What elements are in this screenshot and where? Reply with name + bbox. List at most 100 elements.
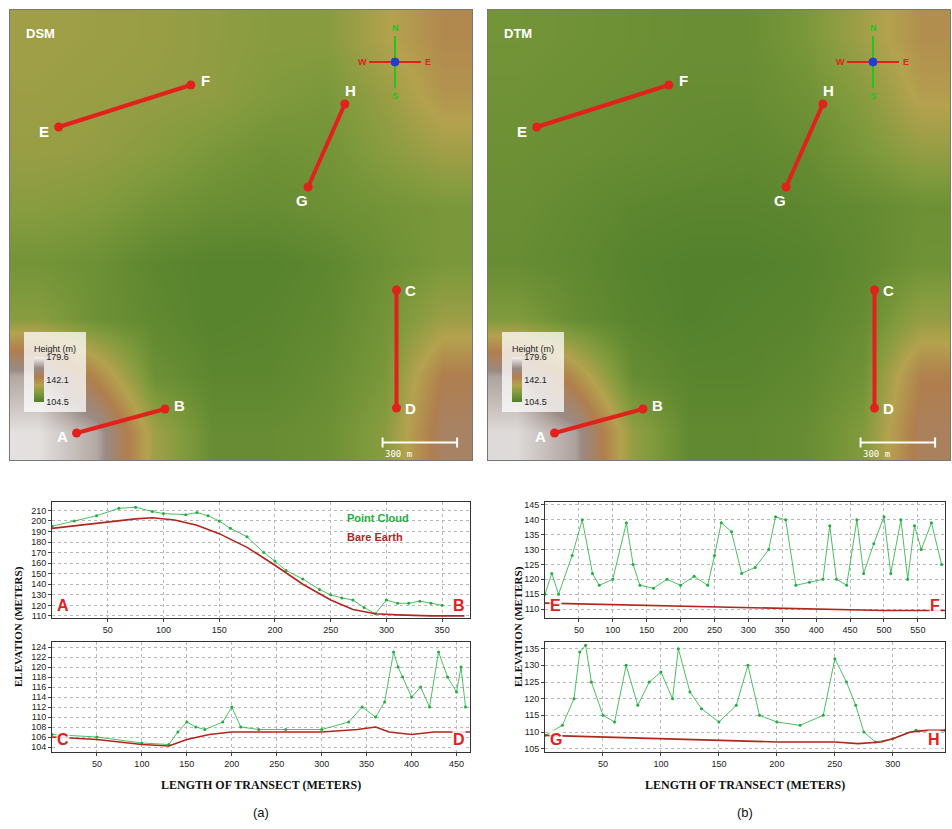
svg-text:E: E [550,597,561,614]
svg-text:210: 210 [31,506,46,516]
svg-text:S: S [392,91,398,101]
svg-text:ELEVATION (METERS): ELEVATION (METERS) [512,566,525,687]
svg-text:140: 140 [31,579,46,589]
svg-text:F: F [930,597,940,614]
svg-text:108: 108 [31,722,46,732]
svg-text:400: 400 [809,625,824,635]
svg-text:142.1: 142.1 [46,375,69,385]
svg-text:122: 122 [31,652,46,662]
svg-text:B: B [652,397,663,414]
svg-text:142.1: 142.1 [524,375,547,385]
svg-text:179.6: 179.6 [524,352,547,362]
svg-text:135: 135 [524,644,539,654]
svg-text:100: 100 [134,759,149,769]
svg-text:H: H [345,82,356,99]
svg-text:100: 100 [156,625,171,635]
svg-text:Bare Earth: Bare Earth [347,531,403,543]
svg-text:D: D [883,400,894,417]
svg-text:100: 100 [653,759,668,769]
svg-text:200: 200 [31,516,46,526]
svg-text:D: D [453,731,465,748]
svg-text:114: 114 [32,692,46,702]
svg-text:250: 250 [707,625,722,635]
svg-text:250: 250 [323,625,338,635]
svg-text:110: 110 [32,712,46,722]
svg-text:300: 300 [741,625,756,635]
svg-text:B: B [453,597,465,614]
svg-text:Height (m): Height (m) [34,344,76,354]
svg-text:DTM: DTM [504,26,532,41]
svg-text:190: 190 [31,527,46,537]
svg-text:104.5: 104.5 [524,397,547,407]
svg-text:150: 150 [212,625,227,635]
svg-text:400: 400 [404,759,419,769]
svg-text:350: 350 [435,625,450,635]
svg-text:106: 106 [31,732,46,742]
svg-text:160: 160 [31,558,46,568]
svg-text:125: 125 [524,677,539,687]
svg-text:H: H [928,731,940,748]
svg-text:135: 135 [524,530,539,540]
svg-text:124: 124 [31,642,46,652]
svg-text:E: E [903,57,909,67]
svg-text:145: 145 [524,500,539,510]
svg-text:B: B [174,397,185,414]
svg-text:110: 110 [525,727,539,737]
svg-text:250: 250 [827,759,842,769]
svg-text:50: 50 [92,759,102,769]
svg-text:130: 130 [31,590,46,600]
svg-text:179.6: 179.6 [46,352,69,362]
svg-text:300: 300 [885,759,900,769]
svg-text:N: N [870,23,877,33]
svg-text:DSM: DSM [26,26,55,41]
svg-text:ELEVATION (METERS): ELEVATION (METERS) [12,566,25,687]
svg-text:W: W [358,57,367,67]
svg-text:450: 450 [843,625,858,635]
svg-text:130: 130 [524,545,539,555]
svg-text:125: 125 [524,560,539,570]
svg-text:LENGTH OF TRANSECT (METERS): LENGTH OF TRANSECT (METERS) [161,778,361,792]
svg-text:150: 150 [711,759,726,769]
svg-text:120: 120 [31,601,46,611]
svg-text:50: 50 [574,625,584,635]
svg-text:E: E [517,123,527,140]
svg-text:112: 112 [32,702,46,712]
svg-text:150: 150 [179,759,194,769]
svg-text:105: 105 [524,744,539,754]
svg-text:200: 200 [224,759,239,769]
svg-text:110: 110 [32,611,46,621]
svg-text:115: 115 [525,589,539,599]
svg-text:S: S [870,91,876,101]
svg-text:E: E [425,57,431,67]
svg-text:300 m: 300 m [385,449,412,459]
svg-text:300: 300 [379,625,394,635]
svg-text:N: N [392,23,399,33]
svg-text:200: 200 [673,625,688,635]
svg-text:Point Cloud: Point Cloud [347,512,409,524]
svg-text:550: 550 [910,625,925,635]
svg-text:180: 180 [31,537,46,547]
svg-text:110: 110 [525,604,539,614]
svg-text:C: C [405,282,416,299]
svg-text:C: C [883,282,894,299]
svg-text:120: 120 [524,694,539,704]
svg-text:350: 350 [359,759,374,769]
svg-text:140: 140 [524,515,539,525]
svg-text:118: 118 [32,672,46,682]
svg-text:120: 120 [524,574,539,584]
svg-text:116: 116 [32,682,46,692]
svg-text:150: 150 [31,569,46,579]
svg-text:104: 104 [31,742,46,752]
svg-text:300: 300 [314,759,329,769]
svg-text:H: H [823,82,834,99]
svg-text:200: 200 [769,759,784,769]
svg-text:A: A [57,597,69,614]
svg-text:D: D [405,400,416,417]
svg-text:F: F [201,72,210,89]
svg-text:130: 130 [524,660,539,670]
svg-text:C: C [57,731,69,748]
svg-text:G: G [550,731,562,748]
svg-text:120: 120 [31,662,46,672]
svg-text:(b): (b) [737,805,753,820]
svg-text:(a): (a) [253,805,269,820]
